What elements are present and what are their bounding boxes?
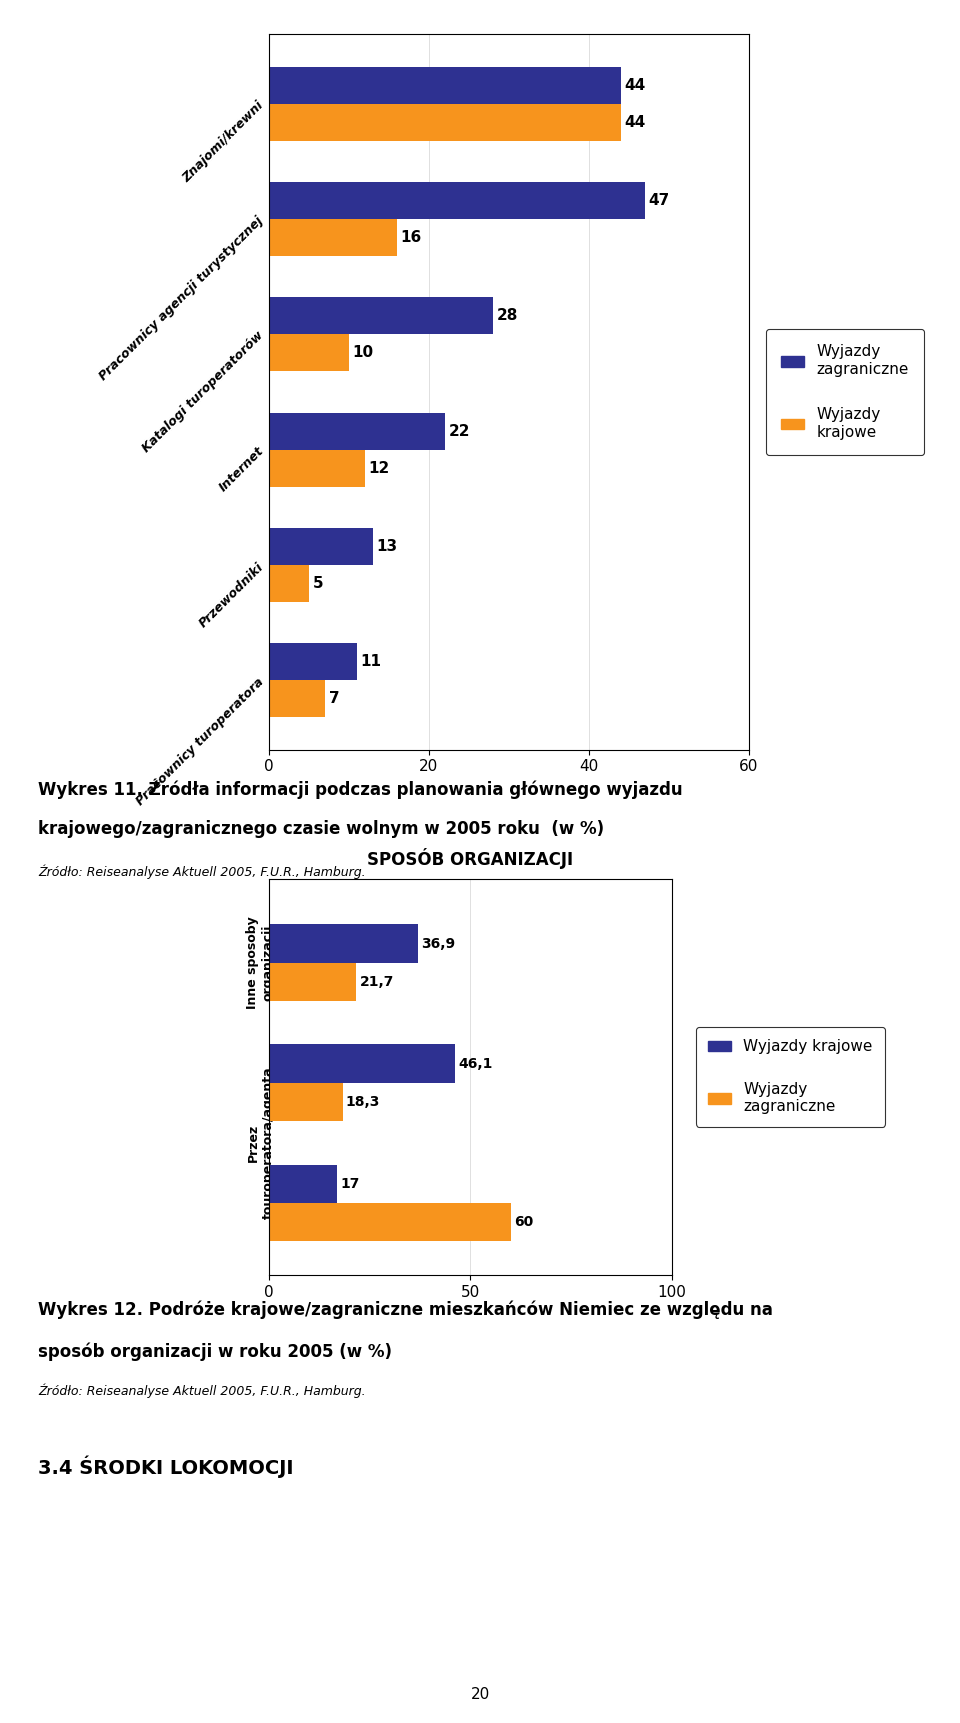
Text: 46,1: 46,1: [458, 1056, 492, 1070]
Bar: [269, 67, 621, 103]
Bar: [269, 527, 372, 565]
Text: 20: 20: [470, 1687, 490, 1702]
Bar: [269, 183, 645, 219]
Text: 22: 22: [449, 424, 470, 439]
Bar: [269, 924, 418, 963]
Text: 16: 16: [401, 229, 422, 245]
Text: 47: 47: [649, 193, 670, 208]
Text: 17: 17: [341, 1177, 360, 1191]
Bar: [269, 298, 492, 334]
Legend: Wyjazdy krajowe, Wyjazdy
zagraniczne: Wyjazdy krajowe, Wyjazdy zagraniczne: [696, 1027, 885, 1127]
Bar: [269, 1082, 343, 1122]
Text: Źródło: Reiseanalyse Aktuell 2005, F.U.R., Hamburg.: Źródło: Reiseanalyse Aktuell 2005, F.U.R…: [38, 865, 366, 879]
Text: 12: 12: [369, 460, 390, 476]
Bar: [269, 1165, 337, 1203]
Text: 11: 11: [361, 655, 382, 669]
Text: 21,7: 21,7: [359, 975, 394, 989]
Text: sposób organizacji w roku 2005 (w %): sposób organizacji w roku 2005 (w %): [38, 1342, 393, 1361]
Text: 28: 28: [497, 308, 518, 324]
Text: 7: 7: [328, 691, 340, 706]
Text: Wykres 12. Podróże krajowe/zagraniczne mieszkańców Niemiec ze względu na: Wykres 12. Podróże krajowe/zagraniczne m…: [38, 1301, 773, 1320]
Text: 18,3: 18,3: [346, 1096, 380, 1110]
Bar: [269, 414, 444, 450]
Bar: [269, 219, 396, 257]
Text: 36,9: 36,9: [420, 937, 455, 951]
Text: 3.4 ŚRODKI LOKOMOCJI: 3.4 ŚRODKI LOKOMOCJI: [38, 1456, 294, 1478]
Bar: [269, 681, 324, 717]
Bar: [269, 450, 365, 486]
Text: 44: 44: [625, 115, 646, 129]
Bar: [269, 1203, 511, 1241]
Legend: Wyjazdy
zagraniczne, Wyjazdy
krajowe: Wyjazdy zagraniczne, Wyjazdy krajowe: [766, 329, 924, 455]
Bar: [269, 565, 309, 601]
Text: 5: 5: [313, 575, 324, 591]
Text: Wykres 11. Źródła informacji podczas planowania głównego wyjazdu: Wykres 11. Źródła informacji podczas pla…: [38, 779, 683, 799]
Text: 10: 10: [353, 345, 374, 360]
Bar: [269, 1044, 455, 1082]
Text: 60: 60: [514, 1215, 533, 1228]
Bar: [269, 963, 356, 1001]
Bar: [269, 334, 348, 370]
Title: SPOSÓB ORGANIZACJI: SPOSÓB ORGANIZACJI: [368, 848, 573, 868]
Bar: [269, 643, 357, 681]
Text: Źródło: Reiseanalyse Aktuell 2005, F.U.R., Hamburg.: Źródło: Reiseanalyse Aktuell 2005, F.U.R…: [38, 1384, 366, 1397]
Text: 13: 13: [376, 539, 398, 555]
Bar: [269, 103, 621, 141]
Text: krajowego/zagranicznego czasie wolnym w 2005 roku  (w %): krajowego/zagranicznego czasie wolnym w …: [38, 820, 605, 837]
Text: 44: 44: [625, 78, 646, 93]
